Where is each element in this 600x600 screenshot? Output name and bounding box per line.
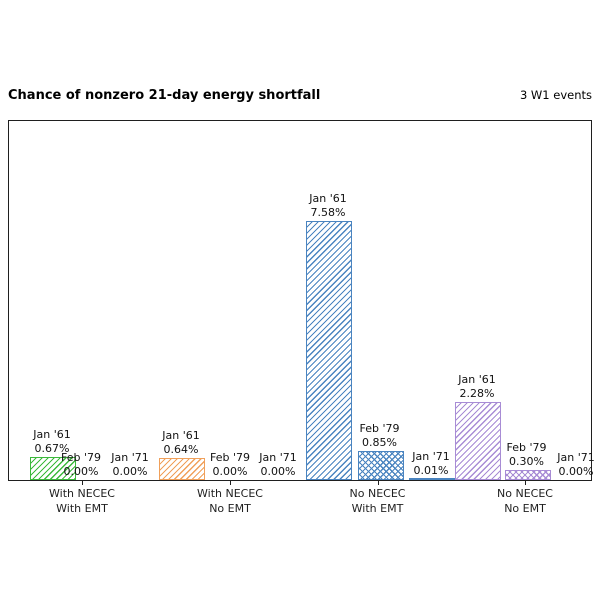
bar [30, 457, 76, 480]
x-axis-tick [82, 481, 84, 485]
bar-value-label: Jan '71 0.00% [111, 451, 149, 478]
bar [455, 402, 501, 480]
bar-value-label: Feb '79 0.30% [506, 440, 547, 468]
bar [159, 458, 205, 480]
x-tick-label: No NECEC With EMT [349, 487, 406, 515]
bar-value-label: Feb '79 0.00% [61, 451, 101, 478]
x-axis-tick [377, 481, 379, 485]
bar-value-label: Jan '71 0.00% [259, 451, 297, 478]
bar-value-label: Feb '79 0.00% [210, 451, 250, 478]
bar-value-label: Jan '71 0.00% [557, 451, 595, 478]
bar [504, 469, 551, 480]
x-tick-label: No NECEC No EMT [497, 487, 553, 515]
x-axis-tick [230, 481, 232, 485]
bar-value-label: Jan '71 0.01% [412, 449, 450, 477]
chart-header: Chance of nonzero 21-day energy shortfal… [8, 88, 592, 103]
bar-value-label: Feb '79 0.85% [359, 421, 400, 449]
bar-value-label: Jan '61 2.28% [458, 373, 496, 401]
plot-area [8, 120, 592, 481]
x-tick-label: With NECEC With EMT [49, 487, 115, 515]
bar [306, 220, 352, 480]
events-count-note: 3 W1 events [519, 88, 592, 102]
bar [409, 478, 455, 480]
chart-title: Chance of nonzero 21-day energy shortfal… [8, 88, 321, 103]
bar-value-label: Jan '61 0.67% [33, 428, 71, 456]
x-tick-label: With NECEC No EMT [197, 487, 263, 515]
bar-value-label: Jan '61 0.64% [162, 429, 200, 457]
bar-value-label: Jan '61 7.58% [309, 191, 347, 219]
bar [357, 450, 404, 480]
x-axis-tick [525, 481, 527, 485]
